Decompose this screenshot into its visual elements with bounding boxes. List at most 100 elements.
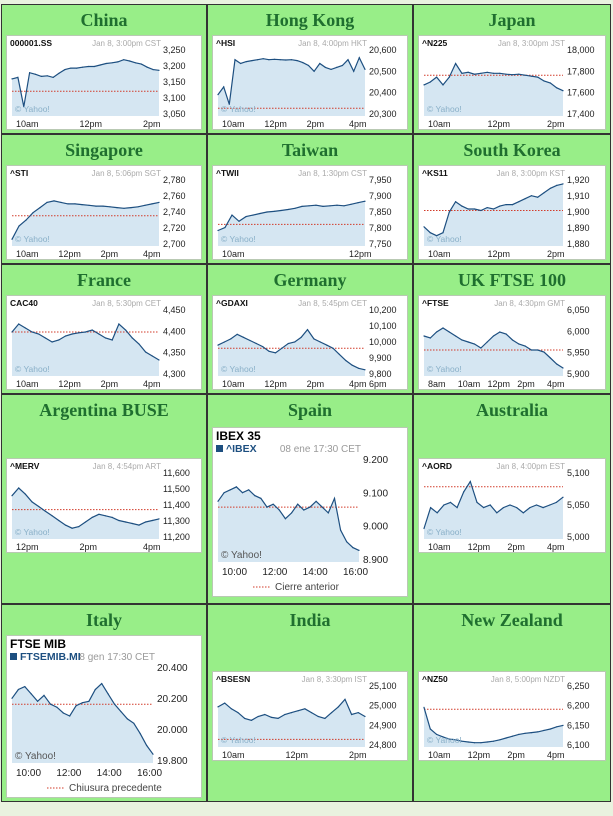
chart-card[interactable]: ^FTSE Jan 8, 4:30pm GMT 6,050 6,000 5,950 5,9… xyxy=(418,295,606,390)
market-title[interactable]: Argentina BUSE xyxy=(39,400,169,420)
market-title[interactable]: Taiwan xyxy=(281,140,339,160)
market-title[interactable]: China xyxy=(80,10,128,30)
price-point xyxy=(152,753,154,755)
price-point xyxy=(489,504,491,506)
y-tick-label: 10,200 xyxy=(369,305,397,315)
market-cell: South Korea ^KS11 Jan 8, 3:00pm KST 1,920 1,… xyxy=(413,134,611,264)
market-title[interactable]: Japan xyxy=(488,10,536,30)
price-point xyxy=(272,503,274,505)
chart-card[interactable]: ^NZ50 Jan 8, 5:00pm NZDT 6,250 6,200 6,150 6,… xyxy=(418,671,606,761)
price-point xyxy=(364,369,366,371)
market-title[interactable]: Spain xyxy=(287,400,333,420)
price-point xyxy=(301,205,303,207)
chart-card[interactable]: CAC40 Jan 8, 5:30pm CET 4,450 4,400 4,350 4,3… xyxy=(6,295,202,390)
y-tick-label: 10,100 xyxy=(369,321,397,331)
market-title[interactable]: New Zealand xyxy=(461,610,563,630)
price-point xyxy=(129,60,131,62)
price-point xyxy=(297,710,299,712)
price-area xyxy=(12,200,159,246)
price-point xyxy=(537,76,539,78)
price-point xyxy=(549,728,551,730)
x-tick-label: 2pm xyxy=(101,379,119,389)
chart-card[interactable]: ^N225 Jan 8, 3:00pm JST 18,000 17,800 17,600… xyxy=(418,35,606,130)
price-point xyxy=(71,333,73,335)
price-point xyxy=(556,363,558,365)
price-point xyxy=(240,62,242,65)
price-point xyxy=(107,693,109,695)
price-point xyxy=(483,507,485,509)
market-title[interactable]: India xyxy=(289,610,331,630)
price-point xyxy=(145,521,147,523)
ticker-symbol: 000001.SS xyxy=(10,38,52,48)
price-point xyxy=(104,337,107,339)
price-point xyxy=(23,106,25,108)
price-point xyxy=(461,740,463,742)
chart-card[interactable]: ^BSESN Jan 8, 3:30pm IST 25,100 25,000 24,90… xyxy=(212,671,408,761)
chart-card[interactable]: ^TWII Jan 8, 1:30pm CST 7,950 7,900 7,850 7,8… xyxy=(212,165,408,260)
chart-card[interactable]: IBEX 35 ^IBEX 08 ene 17:30 CET 9.200 9.100 9.… xyxy=(212,427,408,597)
chart-card[interactable]: ^MERV Jan 8, 4:54pm ART 11,600 11,500 11,400… xyxy=(6,458,202,553)
price-line xyxy=(423,480,564,529)
y-tick-label: 2,760 xyxy=(163,191,186,201)
market-title[interactable]: Hong Kong xyxy=(265,10,355,30)
price-point xyxy=(262,58,264,60)
price-point xyxy=(290,712,293,714)
price-point xyxy=(473,343,476,345)
market-title[interactable]: Singapore xyxy=(65,140,143,160)
price-point xyxy=(556,184,558,186)
price-point xyxy=(268,59,270,61)
chart-card[interactable]: ^AORD Jan 8, 4:00pm EST 5,100 5,050 5,000 10a… xyxy=(418,458,606,553)
y-tick-label: 1,910 xyxy=(567,191,590,201)
price-point xyxy=(429,232,431,234)
price-point xyxy=(364,68,366,70)
price-point xyxy=(310,712,313,714)
x-tick-label: 16:00 xyxy=(137,768,162,779)
chart-card[interactable]: ^GDAXI Jan 8, 5:45pm CET 10,200 10,100 10,00… xyxy=(212,295,408,390)
x-tick-label: 12:00 xyxy=(56,768,81,779)
price-point xyxy=(58,519,60,522)
price-point xyxy=(151,519,153,522)
market-title[interactable]: Italy xyxy=(86,610,122,630)
price-point xyxy=(562,367,564,369)
x-tick-label: 14:00 xyxy=(303,567,328,578)
price-area xyxy=(218,329,365,376)
price-point xyxy=(304,708,306,710)
price-point xyxy=(81,702,84,704)
chart-card[interactable]: ^STI Jan 8, 5:06pm SGT 2,780 2,760 2,740 2,72… xyxy=(6,165,202,260)
chart-card[interactable]: 000001.SS Jan 8, 3:00pm CST 3,250 3,200 3,15… xyxy=(6,35,202,130)
y-tick-label: 2,720 xyxy=(163,223,186,233)
chart-card[interactable]: FTSE MIB FTSEMIB.MI 8 gen 17:30 CET 20.400 2… xyxy=(6,635,202,798)
x-tick-label: 10am xyxy=(16,119,39,129)
price-point xyxy=(333,497,336,499)
price-point xyxy=(18,323,20,325)
price-point xyxy=(71,527,73,529)
price-point xyxy=(486,741,488,743)
price-point xyxy=(34,73,37,75)
chart-card[interactable]: ^HSI Jan 8, 4:00pm HKT 20,600 20,500 20,400 2… xyxy=(212,35,408,130)
price-point xyxy=(44,510,47,512)
x-tick-label: 4pm xyxy=(547,750,565,760)
market-title[interactable]: France xyxy=(77,270,131,290)
market-title[interactable]: UK FTSE 100 xyxy=(457,270,567,290)
price-point xyxy=(324,66,326,68)
price-point xyxy=(78,332,80,334)
yahoo-watermark: © Yahoo! xyxy=(221,234,256,244)
chart-card[interactable]: ^KS11 Jan 8, 3:00pm KST 1,920 1,910 1,900 1,8… xyxy=(418,165,606,260)
market-title[interactable]: Germany xyxy=(273,270,347,290)
price-point xyxy=(543,80,545,82)
market-title[interactable]: South Korea xyxy=(463,140,561,160)
price-point xyxy=(281,347,283,349)
quote-time: Jan 8, 5:30pm CET xyxy=(92,299,161,308)
price-point xyxy=(352,547,354,549)
price-point xyxy=(455,335,457,337)
price-point xyxy=(327,512,329,514)
x-tick-label: 10am xyxy=(428,542,451,552)
x-tick-label: 12pm xyxy=(264,119,287,129)
price-area xyxy=(424,183,563,246)
price-point xyxy=(231,214,233,216)
market-title[interactable]: Australia xyxy=(476,400,548,420)
x-tick-label: 10am xyxy=(16,379,39,389)
price-point xyxy=(53,200,55,202)
price-point xyxy=(443,504,445,506)
